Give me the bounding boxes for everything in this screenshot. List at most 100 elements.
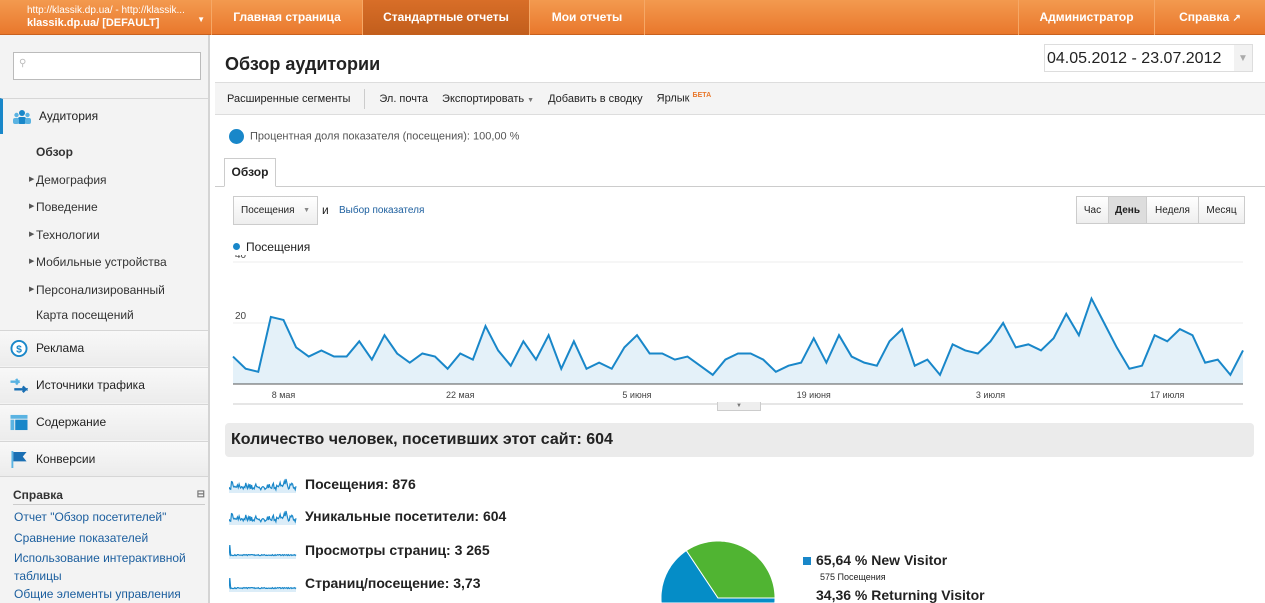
shortcut-button[interactable]: Ярлык БЕТА <box>657 92 711 105</box>
sparkline <box>229 510 297 525</box>
choose-metric-link[interactable]: Выбор показателя <box>339 205 425 216</box>
x-tick-label: 5 июня <box>622 390 651 400</box>
help-link[interactable]: Сравнение показателей <box>14 531 149 545</box>
sidebar-sub-label: Технологии <box>36 228 100 242</box>
svg-text:$: $ <box>16 344 22 355</box>
percent-text: Процентная доля показателя (посещения): … <box>250 130 520 143</box>
add-to-dashboard-button[interactable]: Добавить в сводку <box>548 92 643 105</box>
metric-value: Страниц/посещение: 3,73 <box>305 575 481 591</box>
legend-swatch <box>803 557 811 565</box>
help-link[interactable]: Общие элементы управления <box>14 587 181 601</box>
collapse-icon[interactable]: ⊟ <box>196 489 205 500</box>
flag-icon <box>11 451 27 468</box>
people-icon <box>13 110 31 124</box>
sidebar-item-content[interactable]: Содержание <box>0 404 208 440</box>
divider <box>364 88 366 109</box>
pie-chart <box>660 540 776 603</box>
tab-my-reports[interactable]: Мои отчеты <box>530 0 645 35</box>
expand-icon: ▶ <box>29 203 35 210</box>
toolbar: Расширенные сегменты Эл. почта Экспортир… <box>215 82 1265 115</box>
legend-label: 65,64 % New Visitor <box>816 552 948 568</box>
x-tick-label: 17 июля <box>1150 390 1184 400</box>
area-fill <box>233 298 1243 384</box>
sidebar-sub-overview[interactable]: Обзор <box>36 145 73 159</box>
sidebar-sub-technology[interactable]: ▶ Технологии <box>29 228 100 242</box>
x-tick-label: 3 июля <box>976 390 1005 400</box>
help-link[interactable]: Использование интерактивной таблицы <box>14 551 186 583</box>
chart-legend: Посещения <box>233 240 310 254</box>
content-icon <box>10 414 28 431</box>
chevron-down-icon: ▼ <box>303 207 310 214</box>
page-title: Обзор аудитории <box>225 54 381 74</box>
sidebar-label: Аудитория <box>39 109 99 123</box>
export-button[interactable]: Экспортировать ▼ <box>442 93 534 105</box>
shortcut-label: Ярлык <box>656 92 690 105</box>
sidebar-sub-custom[interactable]: ▶ Персонализированный <box>29 283 165 297</box>
advanced-segments-button[interactable]: Расширенные сегменты <box>227 92 351 105</box>
sidebar-item-conversions[interactable]: Конверсии <box>0 441 208 477</box>
site-profile: klassik.dp.ua/ [DEFAULT] <box>27 17 160 29</box>
period-day-button[interactable]: День <box>1108 196 1147 224</box>
and-label: и <box>322 203 329 217</box>
metric-selector[interactable]: Посещения ▼ <box>233 196 318 225</box>
chevron-down-icon: ▼ <box>197 15 205 24</box>
metric-label: Посещения <box>241 205 295 216</box>
period-month-button[interactable]: Месяц <box>1198 196 1245 224</box>
chevron-down-icon: ▼ <box>527 96 535 104</box>
sidebar-label: Реклама <box>36 341 85 355</box>
help-link[interactable]: Справка ↗ <box>1155 0 1265 35</box>
legend-label: Посещения <box>246 240 311 254</box>
metric-value: Уникальные посетители: 604 <box>305 508 507 524</box>
metric-value: Посещения: 876 <box>305 476 416 492</box>
sparkline-fill <box>229 479 296 493</box>
export-label: Экспортировать <box>442 92 525 105</box>
legend-dot <box>233 243 240 250</box>
sparkline-fill <box>229 578 296 592</box>
pie-legend-returning: 34,36 % Returning Visitor <box>816 587 985 603</box>
sidebar-sub-visitor-flow[interactable]: Карта посещений <box>36 308 134 322</box>
arrows-icon <box>10 378 28 393</box>
profile-selector[interactable]: http://klassik.dp.ua/ - http://klassik..… <box>0 0 212 35</box>
search-input[interactable]: ⚲ <box>13 52 201 80</box>
pie-legend-new-visits: 575 Посещения <box>820 572 886 582</box>
sparkline-line <box>229 478 297 492</box>
sidebar-label: Содержание <box>36 415 107 429</box>
sidebar-label: Конверсии <box>36 452 96 466</box>
sidebar-item-advertising[interactable]: $ Реклама <box>0 330 208 366</box>
summary-bar: Количество человек, посетивших этот сайт… <box>225 423 1254 457</box>
top-nav: http://klassik.dp.ua/ - http://klassik..… <box>0 0 1265 35</box>
period-hour-button[interactable]: Час <box>1076 196 1109 224</box>
sidebar-sub-label: Персонализированный <box>36 283 165 297</box>
sidebar-item-traffic-sources[interactable]: Источники трафика <box>0 367 208 403</box>
line-chart: 20 40 8 мая 22 мая 5 июня 19 июня 3 июля 17 июл… <box>232 255 1244 405</box>
metric-value: Просмотры страниц: 3 265 <box>305 542 490 558</box>
help-section-title: Справка ⊟ <box>13 488 205 505</box>
dollar-icon: $ <box>10 340 28 357</box>
pie-legend-new: 65,64 % New Visitor <box>803 552 947 568</box>
sparkline <box>229 544 297 559</box>
tab-standard-reports[interactable]: Стандартные отчеты <box>363 0 530 35</box>
tab-overview[interactable]: Обзор <box>224 158 276 187</box>
sparkline-line <box>229 510 297 524</box>
sidebar-sub-demographics[interactable]: ▶ Демография <box>29 173 107 187</box>
sidebar-item-audience[interactable]: Аудитория <box>0 98 208 134</box>
sidebar-sub-behavior[interactable]: ▶ Поведение <box>29 200 98 214</box>
admin-link[interactable]: Администратор <box>1018 0 1155 35</box>
tab-home[interactable]: Главная страница <box>212 0 363 35</box>
sparkline-line <box>229 577 297 590</box>
date-range-picker[interactable]: 04.05.2012 - 23.07.2012 ▼ <box>1044 44 1253 72</box>
search-icon: ⚲ <box>19 58 27 69</box>
sidebar-sub-label: Мобильные устройства <box>36 255 167 269</box>
chart-collapse-handle[interactable]: ▼ <box>717 402 761 411</box>
expand-icon: ▶ <box>29 258 35 265</box>
email-button[interactable]: Эл. почта <box>379 92 429 105</box>
period-week-button[interactable]: Неделя <box>1146 196 1199 224</box>
help-link[interactable]: Отчет "Обзор посетителей" <box>14 510 167 524</box>
date-range: 04.05.2012 - 23.07.2012 <box>1047 50 1222 67</box>
pie-slice <box>685 540 776 599</box>
sidebar-sub-mobile[interactable]: ▶ Мобильные устройства <box>29 255 167 269</box>
sidebar-label: Источники трафика <box>36 378 145 392</box>
expand-icon: ▶ <box>29 231 35 238</box>
help-label: Справка <box>1179 10 1230 24</box>
y-tick-label: 40 <box>235 255 247 261</box>
